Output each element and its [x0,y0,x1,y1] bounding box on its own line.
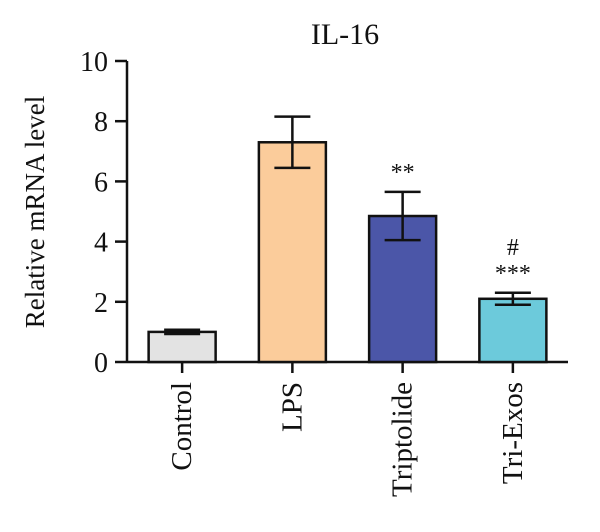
x-tick-label-lps: LPS [276,382,308,432]
error-bar-triptolide [384,190,421,242]
bar-tri-exos [478,297,548,364]
bar-control [147,330,217,364]
y-tick-label: 0 [94,348,108,379]
x-tick-label-control: Control [166,382,198,471]
bars [147,115,548,364]
error-bar-tri-exos [494,291,531,307]
y-axis: 0 2 4 6 8 10 [80,47,129,379]
x-tick-label-tri-exos: Tri-Exos [497,382,529,484]
error-bar-lps [274,115,311,170]
y-tick-label: 4 [94,228,108,259]
y-tick-label: 10 [80,47,108,78]
significance-mark: # [507,235,519,261]
x-tick-label-triptolide: Triptolide [387,382,419,497]
y-tick-label: 6 [94,167,108,198]
bar-lps [257,141,328,364]
chart-title: IL-16 [311,18,379,51]
y-tick-label: 2 [94,288,108,319]
significance-annotations: ** #*** [391,160,531,287]
x-axis: Control LPS Triptolide Tri-Exos [127,360,568,497]
significance-mark: ** [391,160,415,186]
error-bar-control [164,328,201,336]
significance-mark: *** [495,261,531,287]
y-tick-label: 8 [94,107,108,138]
y-axis-label: Relative mRNA level [20,96,50,328]
